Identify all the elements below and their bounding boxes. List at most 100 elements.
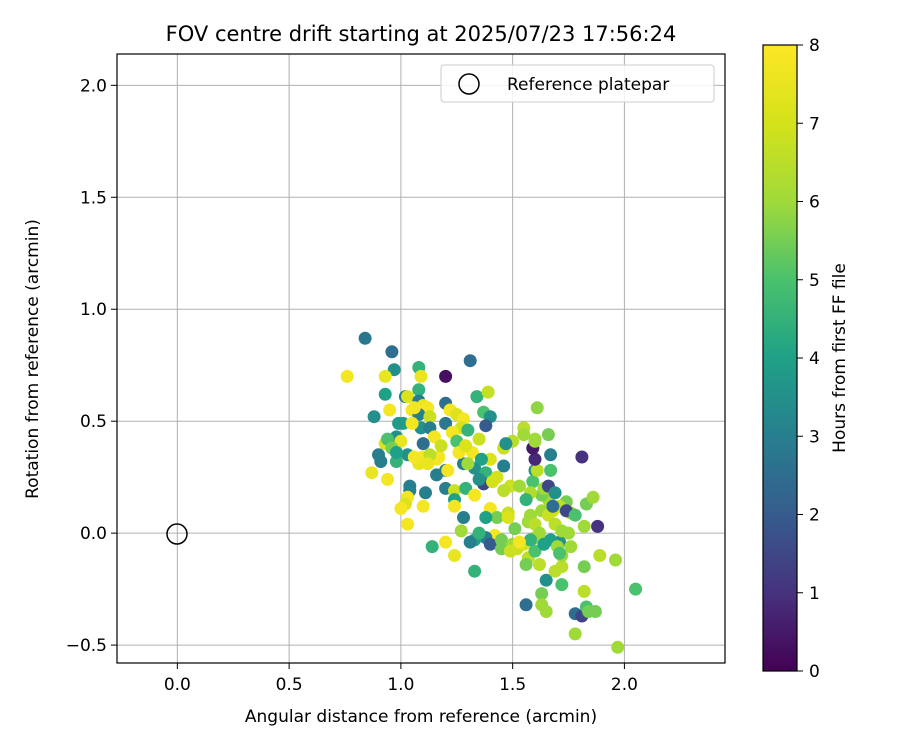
- data-point: [448, 484, 461, 498]
- data-point: [448, 499, 461, 513]
- data-point: [512, 535, 526, 549]
- data-point: [530, 463, 544, 477]
- data-point: [414, 369, 428, 383]
- data-point: [472, 526, 486, 540]
- data-point: [535, 587, 549, 601]
- data-point: [553, 546, 567, 560]
- data-point: [401, 390, 415, 404]
- data-point: [401, 517, 415, 531]
- data-point: [468, 488, 482, 502]
- data-point: [519, 598, 533, 612]
- colorbar-tick-label: 4: [809, 349, 820, 369]
- legend: Reference platepar: [440, 64, 715, 103]
- data-point: [564, 540, 578, 554]
- colorbar-ticks: 0 1 2 3 4 5 6 7 8: [797, 36, 820, 682]
- data-point: [555, 578, 569, 592]
- data-point: [381, 472, 394, 486]
- data-point: [459, 439, 473, 453]
- y-tick-label: 2.0: [80, 76, 107, 96]
- y-axis-label: Rotation from reference (arcmin): [23, 219, 43, 499]
- data-point: [577, 584, 591, 598]
- data-point: [407, 401, 421, 415]
- data-point: [412, 383, 426, 397]
- data-point: [419, 486, 432, 500]
- data-point: [544, 463, 558, 477]
- colorbar-tick-label: 0: [809, 662, 820, 682]
- data-point: [461, 457, 475, 471]
- colorbar-label: Hours from first FF file: [830, 263, 850, 453]
- data-point: [394, 502, 408, 515]
- data-point: [483, 537, 497, 551]
- x-tick-label: 1.0: [387, 675, 414, 695]
- y-tick-label: 0.0: [80, 524, 107, 544]
- colorbar-tick-label: 2: [809, 506, 820, 526]
- legend-box: [440, 64, 715, 103]
- y-tick-label: 0.5: [80, 412, 107, 432]
- y-tick-label: 1.5: [80, 188, 107, 208]
- x-tick-label: 2.0: [611, 675, 638, 695]
- data-point: [539, 573, 553, 587]
- data-point: [374, 455, 388, 468]
- data-point: [394, 434, 408, 448]
- data-point: [490, 511, 504, 524]
- data-point: [483, 452, 497, 466]
- data-point: [463, 535, 477, 549]
- colorbar-tick-label: 6: [809, 193, 820, 213]
- data-point: [434, 439, 448, 453]
- data-point: [568, 508, 582, 522]
- data-point: [524, 533, 537, 547]
- data-point: [472, 472, 486, 486]
- grid: [117, 54, 725, 663]
- data-point: [519, 493, 533, 507]
- data-point: [389, 446, 403, 459]
- data-point: [439, 416, 453, 430]
- data-point: [499, 437, 513, 451]
- data-point: [481, 385, 495, 399]
- data-point: [459, 481, 473, 495]
- data-point: [358, 331, 372, 345]
- data-point: [416, 437, 430, 451]
- data-point: [383, 403, 397, 417]
- data-point: [392, 416, 406, 430]
- data-point: [457, 511, 470, 524]
- data-point: [468, 564, 482, 578]
- data-point: [454, 524, 468, 538]
- data-point: [528, 544, 542, 558]
- y-tick-label: −0.5: [66, 636, 107, 656]
- data-point: [421, 457, 435, 471]
- data-point: [548, 486, 562, 500]
- data-point: [546, 499, 560, 513]
- data-point: [568, 627, 582, 641]
- data-point: [495, 533, 508, 547]
- data-point: [503, 544, 517, 558]
- x-tick-label: 1.5: [499, 675, 526, 695]
- colorbar: 0 1 2 3 4 5 6 7 8 Hours from first FF file: [762, 36, 850, 682]
- data-point: [427, 430, 441, 444]
- chart-title: FOV centre drift starting at 2025/07/23 …: [166, 22, 677, 46]
- data-point: [389, 455, 403, 468]
- data-point: [407, 450, 421, 464]
- data-point: [497, 484, 511, 498]
- data-point: [365, 466, 379, 480]
- data-point: [539, 605, 553, 618]
- data-point: [497, 459, 511, 473]
- data-point: [441, 463, 455, 477]
- colorbar-tick-label: 3: [809, 427, 820, 447]
- data-point: [526, 475, 540, 489]
- y-axis-ticks: −0.5 0.0 0.5 1.0 1.5 2.0: [66, 76, 117, 656]
- data-point: [575, 450, 589, 464]
- data-point: [425, 540, 439, 554]
- data-point: [508, 522, 522, 536]
- data-point: [591, 519, 605, 533]
- data-point: [385, 345, 399, 359]
- data-point: [544, 448, 558, 462]
- data-point: [577, 560, 591, 574]
- data-point: [533, 558, 546, 571]
- data-point: [463, 354, 477, 368]
- colorbar-gradient: [762, 44, 798, 672]
- data-point: [586, 490, 600, 504]
- plot-area-frame: [116, 53, 726, 664]
- x-tick-label: 0.0: [164, 675, 191, 695]
- data-point: [472, 432, 486, 446]
